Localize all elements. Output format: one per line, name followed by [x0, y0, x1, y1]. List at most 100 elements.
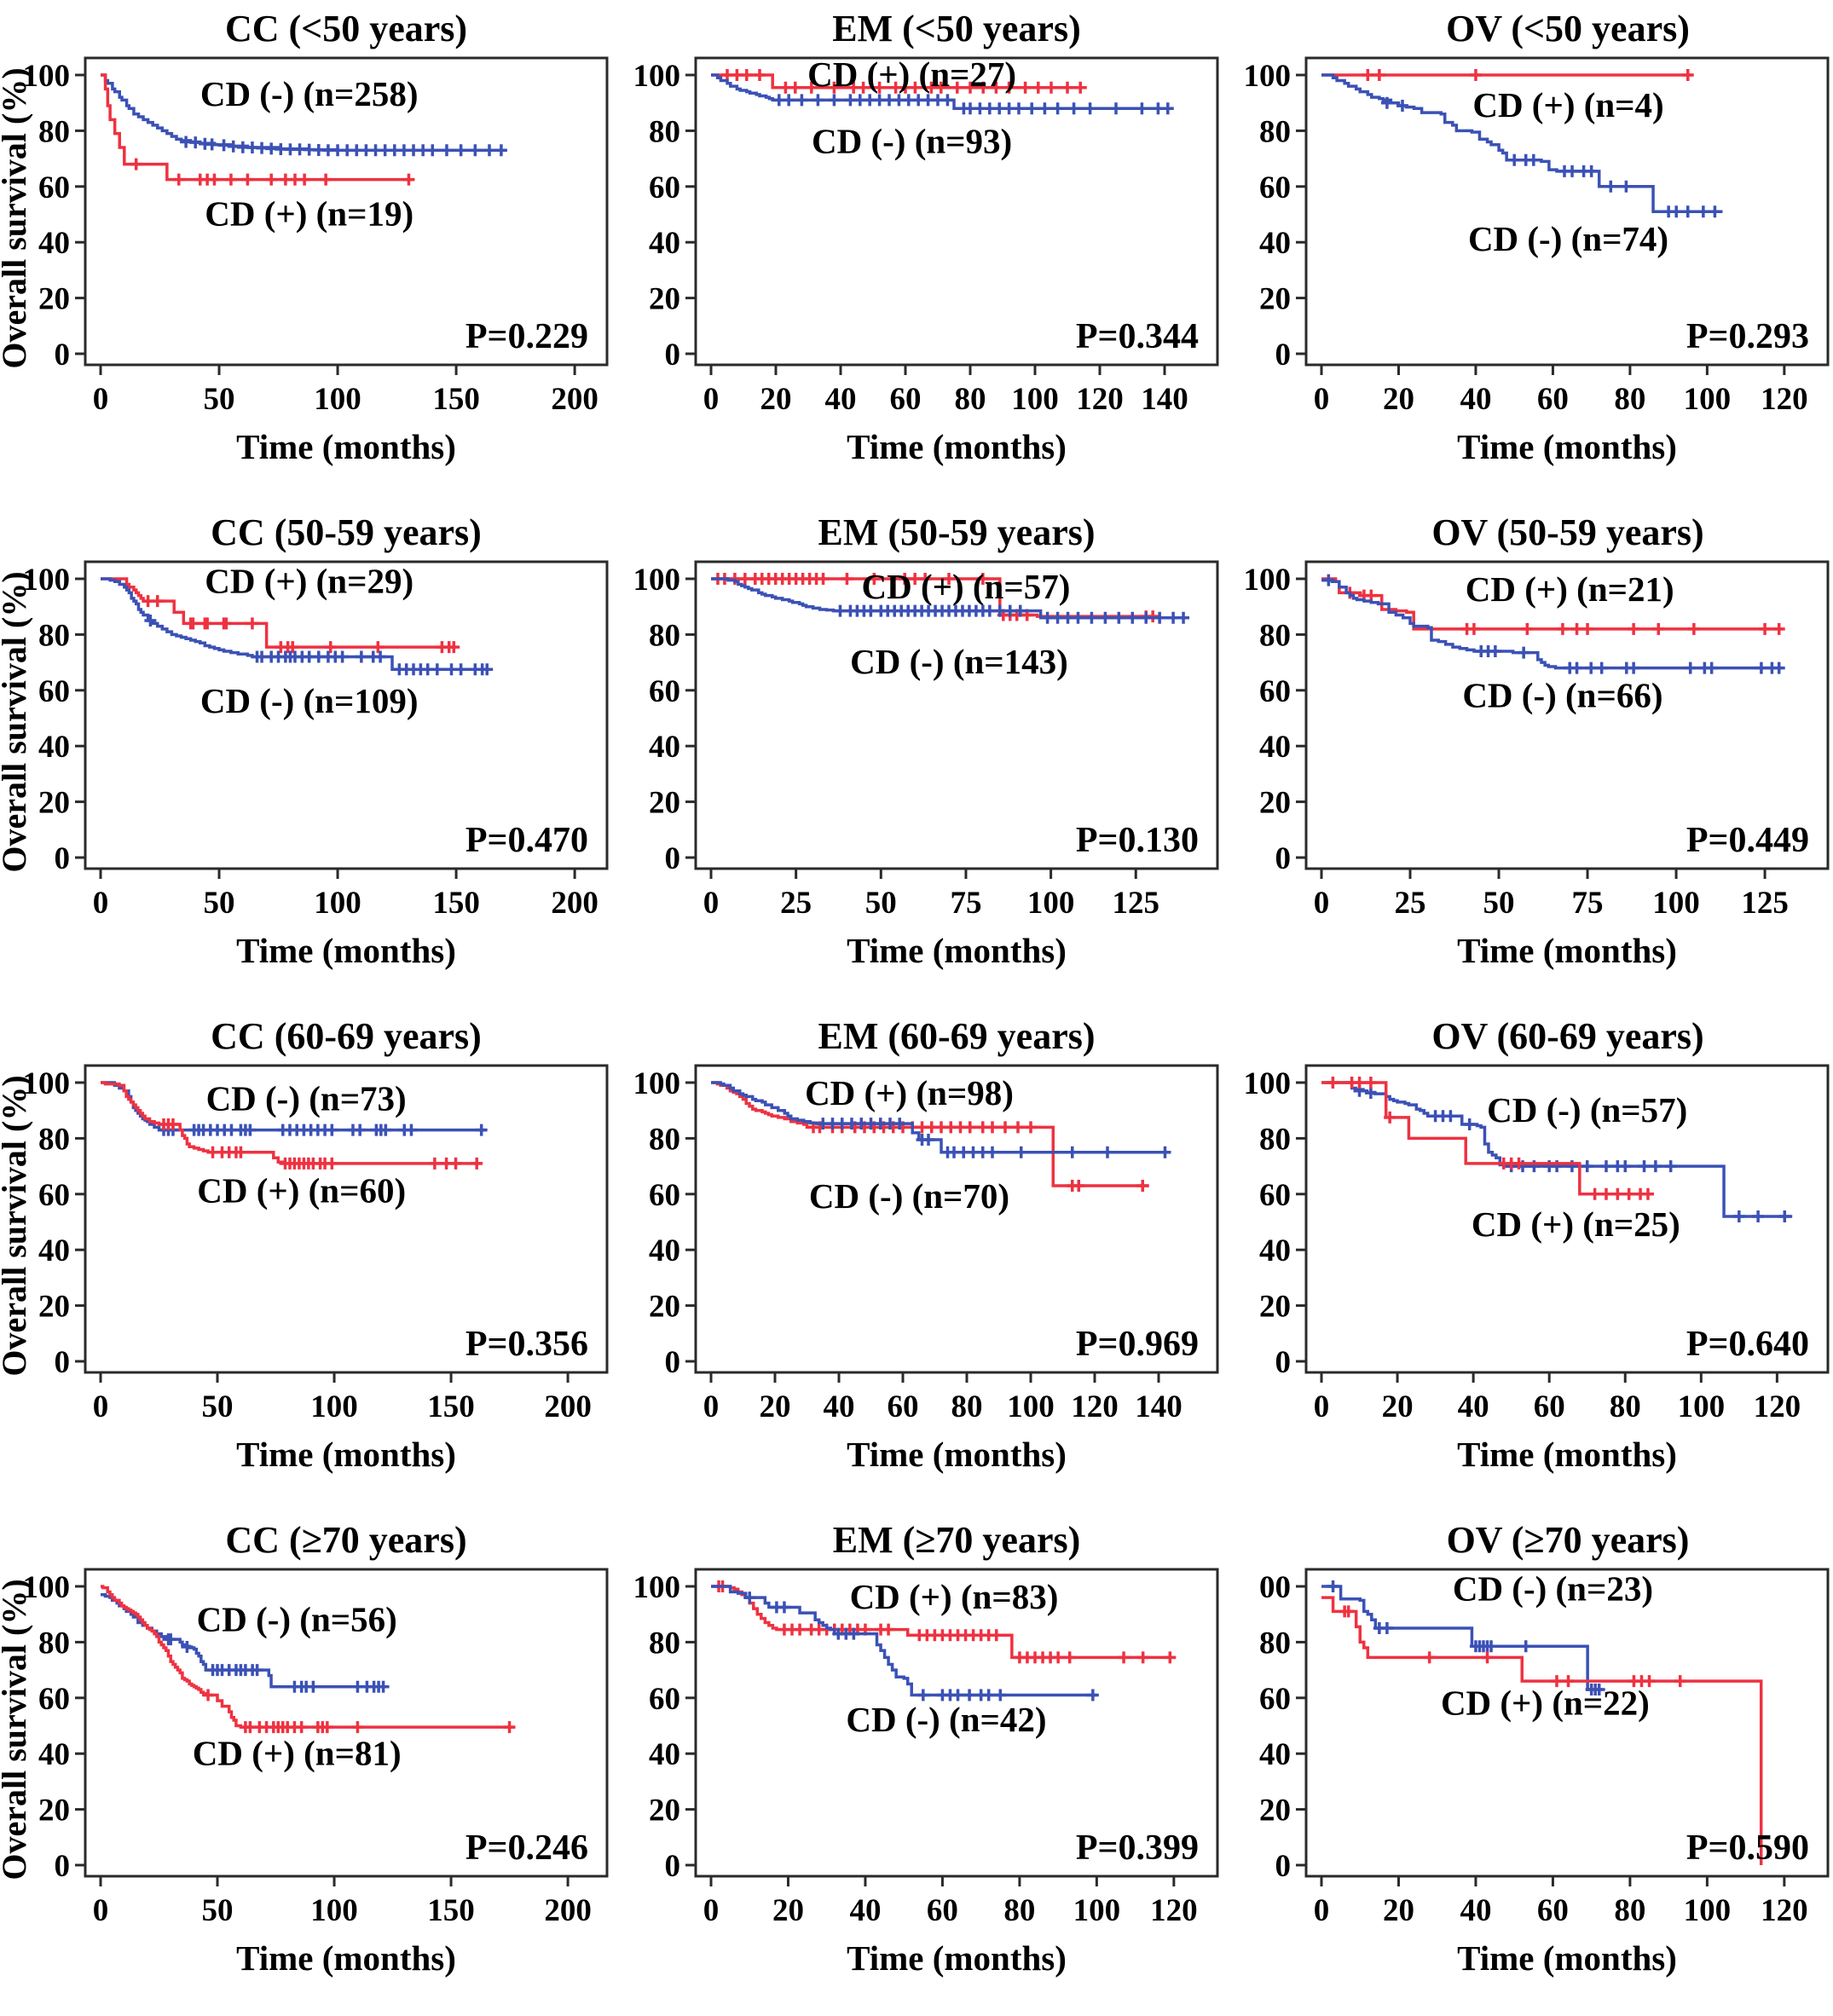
cd-positive-censor-marks [130, 158, 415, 186]
y-tick-label: 100 [633, 59, 681, 94]
km-panel-3: CC (50-59 years) 0 20 40 60 80 100 0 50 100 150 20… [0, 504, 610, 1008]
plot-box [1304, 560, 1830, 870]
plot-box [694, 560, 1219, 870]
x-tick-label: 120 [1071, 1389, 1119, 1424]
x-axis-title: Time (months) [236, 931, 456, 970]
x-axis-title: Time (months) [847, 1435, 1067, 1474]
y-tick-label: 0 [55, 1849, 71, 1884]
y-tick-label: 20 [649, 1290, 680, 1325]
y-tick-label: 0 [1275, 841, 1292, 876]
cd-negative-label: CD (-) (n=109) [200, 681, 419, 720]
y-tick-label: 100 [633, 563, 681, 598]
cd-negative-label: CD (-) (n=74) [1468, 219, 1668, 258]
x-tick-label: 100 [1684, 382, 1732, 417]
km-panel-1: EM (<50 years) 0 20 40 60 80 100 0 20 40 60 80 100 1… [610, 0, 1221, 504]
km-panel-6: CC (60-69 years) 0 20 40 60 80 100 0 50 100 150 20… [0, 1008, 610, 1511]
km-plot: 0 20 40 60 80 100 0 20 40 60 80 100 120 Time (months)… [1244, 1064, 1830, 1474]
plot-box [1304, 1064, 1830, 1374]
x-tick-label: 0 [93, 1389, 109, 1424]
cd-positive-label: CD (+) (n=4) [1472, 85, 1663, 124]
y-tick-label: 80 [649, 618, 680, 653]
x-axis-title: Time (months) [236, 427, 456, 466]
cd-negative-censor-marks [144, 615, 494, 676]
x-tick-label: 120 [1761, 382, 1808, 417]
km-plot: 0 20 40 60 80 100 0 50 100 150 200 Overall survival… [0, 1568, 609, 1978]
y-tick-label: 40 [649, 730, 680, 765]
y-tick-label: 100 [633, 1066, 681, 1101]
y-tick-label: 40 [1259, 730, 1291, 765]
cd-positive-censor-marks [1339, 1605, 1686, 1688]
km-plot: 0 20 40 60 80 100 0 20 40 60 80 100 120 140 Time (mont… [633, 56, 1219, 466]
x-tick-label: 60 [1537, 382, 1569, 417]
x-tick-label: 100 [1684, 1893, 1732, 1928]
km-panel-8: OV (60-69 years) 0 20 40 60 80 100 0 20 40 60 80 10… [1221, 1008, 1833, 1511]
y-tick-label: 60 [38, 170, 70, 205]
x-tick-label: 80 [1003, 1893, 1035, 1928]
x-tick-label: 50 [865, 886, 897, 921]
km-panel-4: EM (50-59 years) 0 20 40 60 80 100 0 25 50 75 100 1… [610, 504, 1221, 1008]
cd-negative-label: CD (-) (n=70) [809, 1176, 1009, 1216]
y-tick-label: 20 [38, 786, 70, 821]
x-tick-label: 0 [703, 382, 720, 417]
y-tick-label: 80 [38, 114, 70, 149]
cd-negative-label: CD (-) (n=23) [1453, 1568, 1653, 1608]
plot-box [84, 1064, 609, 1374]
km-panel-5: OV (50-59 years) 0 20 40 60 80 100 0 25 50 75 100 1… [1221, 504, 1833, 1008]
km-panel-2: OV (<50 years) 0 20 40 60 80 100 0 20 40 60 80 100 1… [1221, 0, 1833, 504]
x-tick-label: 80 [951, 1389, 983, 1424]
y-tick-label: 80 [649, 114, 680, 149]
x-tick-label: 50 [1483, 886, 1515, 921]
x-tick-label: 40 [1458, 1389, 1489, 1424]
panel-title: OV (<50 years) [1446, 8, 1690, 49]
x-tick-label: 40 [1460, 382, 1491, 417]
y-tick-label: 60 [38, 674, 70, 709]
cd-negative-label: CD (-) (n=57) [1487, 1090, 1687, 1129]
cd-positive-label: CD (+) (n=81) [193, 1733, 402, 1772]
cd-positive-censor-marks [721, 69, 1087, 94]
y-tick-label: 60 [649, 674, 680, 709]
cd-negative-censor-marks [834, 604, 1190, 624]
y-tick-label: 60 [649, 170, 680, 205]
y-tick-label: 0 [1275, 1849, 1292, 1884]
cd-positive-curve [711, 1585, 1174, 1660]
y-tick-label: 0 [665, 1849, 681, 1884]
y-tick-label: 60 [38, 1178, 70, 1213]
x-tick-label: 125 [1741, 886, 1789, 921]
x-tick-label: 40 [825, 382, 857, 417]
x-tick-label: 0 [93, 1893, 109, 1928]
cd-negative-censor-marks [772, 94, 1174, 115]
cd-positive-censor-marks [1362, 69, 1694, 81]
x-tick-label: 50 [204, 886, 235, 921]
x-tick-label: 80 [955, 382, 986, 417]
x-tick-label: 200 [544, 1893, 592, 1928]
x-tick-label: 20 [1382, 1389, 1414, 1424]
km-plot: 0 20 40 60 80 100 0 20 40 60 80 100 120 Time (months)… [1244, 56, 1830, 466]
panel-title: EM (≥70 years) [832, 1519, 1081, 1561]
cd-negative-curve [101, 577, 492, 672]
plot-box [84, 560, 609, 870]
y-tick-label: 20 [1259, 1290, 1291, 1325]
y-tick-label: 40 [38, 1737, 70, 1772]
x-tick-label: 0 [1314, 382, 1330, 417]
y-tick-label: 80 [1259, 1626, 1291, 1661]
km-panel-11: OV (≥70 years) 0 20 40 60 80 00 0 20 40 60 80 100 12… [1221, 1511, 1833, 2015]
y-axis-title: Overall survival (%) [0, 1579, 33, 1880]
cd-positive-label: CD (+) (n=57) [862, 567, 1071, 606]
y-tick-label: 60 [649, 1178, 680, 1213]
km-plot: 0 20 40 60 80 100 0 25 50 75 100 125 Time (months) CD… [1244, 560, 1830, 970]
x-tick-label: 100 [314, 886, 361, 921]
x-tick-label: 75 [1572, 886, 1604, 921]
x-tick-label: 120 [1754, 1389, 1801, 1424]
x-tick-label: 100 [1652, 886, 1700, 921]
x-tick-label: 0 [1314, 886, 1330, 921]
x-tick-label: 120 [1076, 382, 1124, 417]
y-axis-title: Overall survival (%) [0, 67, 33, 368]
x-tick-label: 100 [310, 1389, 358, 1424]
cd-positive-curve [101, 73, 414, 182]
p-value-label: P=0.449 [1686, 821, 1809, 860]
cd-negative-censor-marks [1353, 1084, 1791, 1222]
x-tick-label: 20 [1383, 1893, 1414, 1928]
y-tick-label: 20 [1259, 786, 1291, 821]
